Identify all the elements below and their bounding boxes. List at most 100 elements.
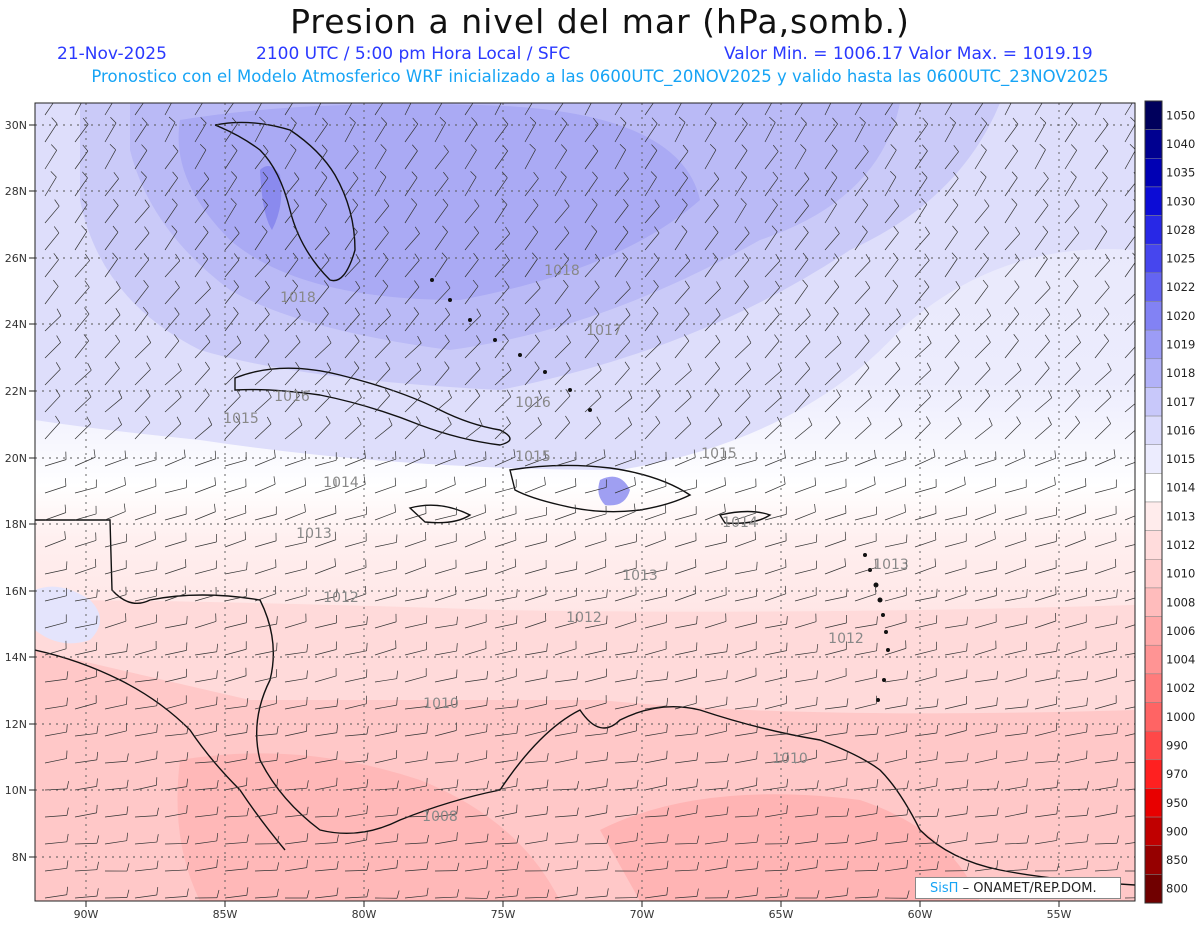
lon-label: 65W [769, 908, 794, 921]
colorbar-label: 800 [1166, 882, 1188, 896]
contour-label: 1013 [873, 557, 909, 573]
contour-label: 1015 [223, 411, 259, 427]
lat-label: 8N [12, 851, 27, 864]
colorbar-label: 1017 [1166, 395, 1195, 409]
contour-label: 1016 [515, 395, 551, 411]
colorbar-swatch [1144, 644, 1163, 675]
lon-label: 55W [1047, 908, 1072, 921]
colorbar-label: 1012 [1166, 538, 1195, 552]
contour-label: 1015 [515, 449, 551, 465]
credit-text: – ONAMET/REP.DOM. [962, 881, 1097, 896]
lon-label: 60W [908, 908, 933, 921]
colorbar-label: 1002 [1166, 681, 1195, 695]
credit-box: SisΠ – ONAMET/REP.DOM. [915, 877, 1121, 899]
value-min-max: Valor Min. = 1006.17 Valor Max. = 1019.1… [724, 44, 1093, 64]
colorbar-label: 1016 [1166, 423, 1195, 437]
colorbar-label: 850 [1166, 853, 1188, 867]
colorbar-label: 1022 [1166, 280, 1195, 294]
wind-barbs [44, 103, 1135, 899]
colorbar-label: 1010 [1166, 567, 1195, 581]
plot-frame [34, 102, 1136, 902]
colorbar-label: 1028 [1166, 223, 1195, 237]
colorbar-label: 1013 [1166, 509, 1195, 523]
colorbar-label: 1040 [1166, 137, 1195, 151]
colorbar-label: 1000 [1166, 710, 1195, 724]
contour-label: 1018 [544, 263, 580, 279]
lon-label: 85W [213, 908, 238, 921]
colorbar-swatch [1144, 272, 1163, 302]
colorbar-swatch [1144, 243, 1163, 274]
colorbar-label: 1018 [1166, 366, 1195, 380]
contour-label: 1008 [422, 809, 458, 825]
contour-label: 1013 [622, 568, 658, 584]
colorbar-swatch [1144, 444, 1163, 474]
contour-labels: 1018 1018 1017 1016 1016 1015 1015 1015 1014 1014… [223, 263, 909, 825]
lat-label: 16N [5, 585, 27, 598]
colorbar-swatch [1144, 387, 1163, 417]
model-info: Pronostico con el Modelo Atmosferico WRF… [91, 67, 1109, 86]
colorbar-label: 1020 [1166, 309, 1195, 323]
colorbar-label: 1050 [1166, 108, 1195, 122]
contour-label: 1016 [274, 389, 310, 405]
colorbar: 1050 1040 1035 1030 1028 1025 1022 1020 1019 1018… [1144, 100, 1195, 904]
contour-label: 1012 [566, 610, 602, 626]
lat-label: 30N [5, 119, 27, 132]
lon-label: 75W [491, 908, 516, 921]
colorbar-swatch [1144, 702, 1163, 732]
lat-label: 22N [5, 385, 27, 398]
coastline [35, 121, 1135, 886]
contour-label: 1014 [722, 515, 758, 531]
lat-label: 12N [5, 718, 27, 731]
forecast-date: 21-Nov-2025 [57, 44, 167, 64]
colorbar-swatch [1144, 559, 1163, 589]
colorbar-label: 1025 [1166, 252, 1195, 266]
colorbar-swatch [1144, 730, 1163, 761]
lat-label: 10N [5, 784, 27, 797]
lon-label: 80W [352, 908, 377, 921]
colorbar-swatch [1144, 501, 1163, 531]
colorbar-swatch [1144, 530, 1163, 560]
colorbar-label: 1006 [1166, 624, 1195, 638]
colorbar-label: 970 [1166, 767, 1188, 781]
colorbar-swatch [1144, 100, 1163, 130]
colorbar-label: 1035 [1166, 166, 1195, 180]
lat-label: 20N [5, 452, 27, 465]
lon-label: 90W [74, 908, 99, 921]
contour-label: 1012 [323, 590, 359, 606]
colorbar-label: 1004 [1166, 653, 1195, 667]
colorbar-swatch [1144, 673, 1163, 703]
colorbar-swatch [1144, 788, 1163, 818]
contour-label: 1017 [586, 323, 622, 339]
contour-label: 1010 [423, 696, 459, 712]
colorbar-label: 1015 [1166, 452, 1195, 466]
colorbar-label: 950 [1166, 796, 1188, 810]
colorbar-swatch [1144, 845, 1163, 875]
chart-title: Presion a nivel del mar (hPa,somb.) [290, 2, 910, 41]
colorbar-swatch [1144, 616, 1163, 646]
colorbar-swatch [1144, 415, 1163, 445]
colorbar-label: 990 [1166, 738, 1188, 752]
longitude-labels: 90W 85W 80W 75W 70W 65W 60W 55W [74, 901, 1072, 921]
colorbar-label: 1014 [1166, 481, 1195, 495]
colorbar-label: 900 [1166, 824, 1188, 838]
contour-label: 1010 [772, 751, 808, 767]
contour-label: 1018 [280, 290, 316, 306]
colorbar-swatch [1144, 215, 1163, 245]
colorbar-label: 1008 [1166, 595, 1195, 609]
lat-label: 14N [5, 651, 27, 664]
islands [430, 278, 890, 702]
colorbar-swatch [1144, 158, 1163, 188]
colorbar-swatch [1144, 129, 1163, 159]
lat-lon-grid [35, 103, 1135, 901]
contour-label: 1015 [701, 446, 737, 462]
contour-label: 1013 [296, 526, 332, 542]
colorbar-swatch [1144, 473, 1163, 503]
colorbar-swatch [1144, 759, 1163, 789]
colorbar-swatch [1144, 874, 1163, 904]
lat-label: 24N [5, 318, 27, 331]
lat-label: 28N [5, 185, 27, 198]
colorbar-swatch [1144, 329, 1163, 360]
colorbar-label: 1030 [1166, 194, 1195, 208]
colorbar-swatch [1144, 186, 1163, 216]
